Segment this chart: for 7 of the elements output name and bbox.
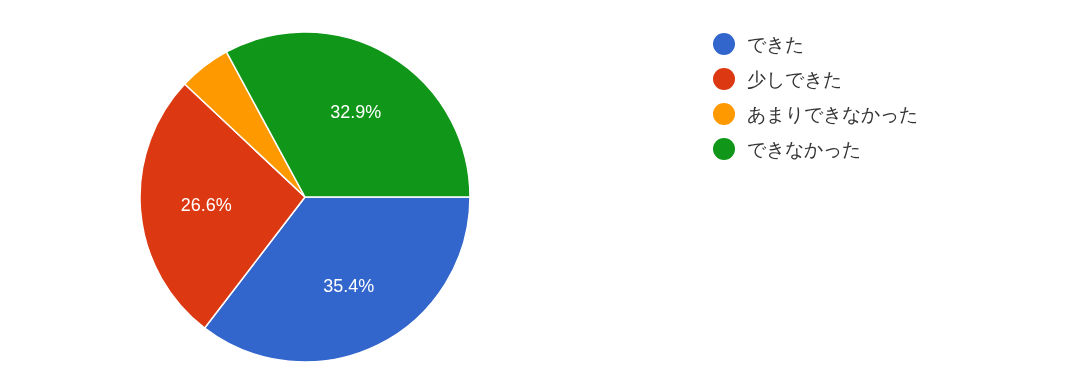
data-label: 32.9% bbox=[330, 101, 382, 122]
legend-label: 少しできた bbox=[747, 68, 842, 90]
data-label: 35.4% bbox=[323, 275, 375, 296]
legend-label: あまりできなかった bbox=[747, 103, 918, 125]
data-label: 26.6% bbox=[180, 195, 232, 216]
legend-label: できなかった bbox=[747, 138, 861, 160]
legend-label: できた bbox=[747, 33, 804, 55]
